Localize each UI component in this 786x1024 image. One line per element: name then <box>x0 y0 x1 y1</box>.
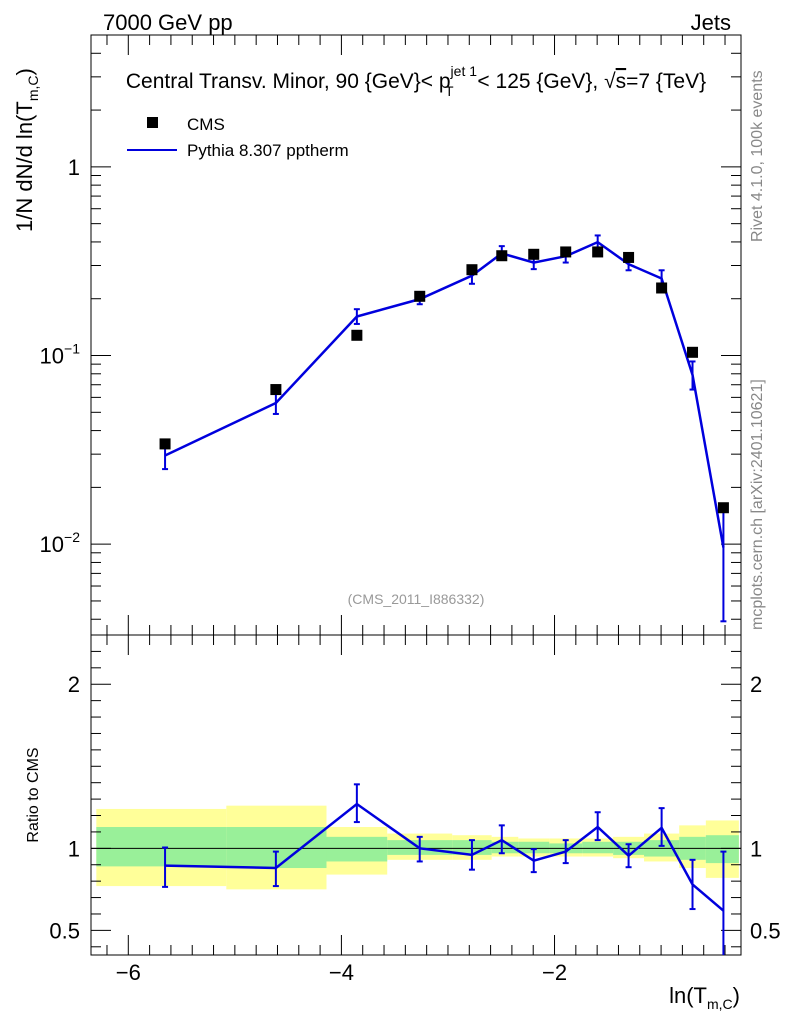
ratio-axis-ticks: 0.5 0.5 1 1 2 2 −6 −4 −2 <box>49 635 781 985</box>
legend-cms-label: CMS <box>187 115 225 134</box>
rivet-version-label: Rivet 4.1.0, 100k events <box>749 70 766 242</box>
legend-pythia-label: Pythia 8.307 pptherm <box>187 141 349 160</box>
cms-data-point <box>496 250 508 262</box>
x-tick-label: −2 <box>542 960 567 985</box>
main-y-tick-base: 10 <box>40 344 64 369</box>
cms-data-point <box>560 246 572 258</box>
main-y-tick-label: 10−1 <box>40 341 81 369</box>
title-subscript: T <box>445 83 454 99</box>
cms-data-point <box>414 290 426 302</box>
x-label-sub: m,C <box>707 996 733 1012</box>
title-sqrt-sign: √ <box>604 70 616 93</box>
ratio-band-green <box>518 841 550 854</box>
main-y-tick-label: 1 <box>68 155 80 180</box>
cms-data-point <box>159 438 171 450</box>
title-superscript: jet 1 <box>450 63 478 79</box>
ratio-band-green <box>326 836 388 862</box>
title-sqrt-arg: s <box>616 70 627 93</box>
ratio-line <box>165 802 725 912</box>
ratio-y-tick-label-left: 0.5 <box>49 918 80 943</box>
series-cms <box>159 246 729 514</box>
cms-data-point <box>466 264 478 276</box>
x-tick-label: −4 <box>329 960 354 985</box>
ratio-series-pythia <box>162 783 727 955</box>
title-part-before: Central Transv. Minor, 90 {GeV}< p <box>126 70 451 93</box>
main-y-label-main: 1/N dN/d ln(T <box>12 101 37 232</box>
ratio-plot-frame <box>90 634 742 956</box>
cms-data-point <box>717 502 729 514</box>
title-part-after: < 125 {GeV}, <box>472 70 605 93</box>
main-y-axis-label: 1/N dN/d ln(Tm,C) <box>12 68 41 232</box>
ratio-y-axis-label: Ratio to CMS <box>25 747 42 842</box>
main-axis-ticks: 110−110−2 <box>40 34 741 635</box>
plot-title: Central Transv. Minor, 90 {GeV}< pjet 1 T… <box>126 63 706 99</box>
cms-data-point <box>687 346 699 358</box>
x-axis-label: ln(Tm,C) <box>669 983 740 1012</box>
main-y-tick-base: 10 <box>40 532 64 557</box>
ratio-band-green <box>491 841 519 854</box>
analysis-watermark: (CMS_2011_I886332) <box>348 591 485 607</box>
cms-data-point <box>270 384 282 396</box>
x-tick-label: −6 <box>116 960 141 985</box>
cms-data-point <box>528 248 540 260</box>
ratio-band-green <box>582 841 614 854</box>
ratio-y-tick-label-right: 1 <box>750 836 762 861</box>
main-y-tick-exponent: −1 <box>64 341 80 357</box>
cms-data-point <box>623 251 635 263</box>
header-energy-label: 7000 GeV pp <box>103 10 233 35</box>
main-y-tick-label: 10−2 <box>40 529 81 557</box>
main-y-tick-exponent: −2 <box>64 529 80 545</box>
legend-cms-marker <box>147 117 158 128</box>
cms-data-point <box>656 282 668 294</box>
x-label-main: ln(T <box>669 983 707 1008</box>
mcplots-source-label: mcplots.cern.ch [arXiv:2401.10621] <box>749 379 766 630</box>
ratio-band-green <box>96 827 227 867</box>
ratio-y-tick-label-left: 1 <box>68 836 80 861</box>
ratio-y-tick-label-left: 2 <box>68 672 80 697</box>
ratio-y-tick-label-right: 0.5 <box>750 918 781 943</box>
pythia-line <box>164 240 725 548</box>
ratio-y-tick-label-right: 2 <box>750 672 762 697</box>
series-pythia <box>162 234 727 623</box>
cms-data-point <box>351 329 363 341</box>
cms-data-point <box>592 246 604 258</box>
header-process-label: Jets <box>691 10 731 35</box>
x-label-close: ) <box>733 983 740 1008</box>
ratio-band-green <box>705 835 739 864</box>
main-y-label-close: ) <box>12 68 37 75</box>
main-y-label-sub: m,C <box>25 76 41 102</box>
title-part-end: =7 {TeV} <box>626 70 706 93</box>
